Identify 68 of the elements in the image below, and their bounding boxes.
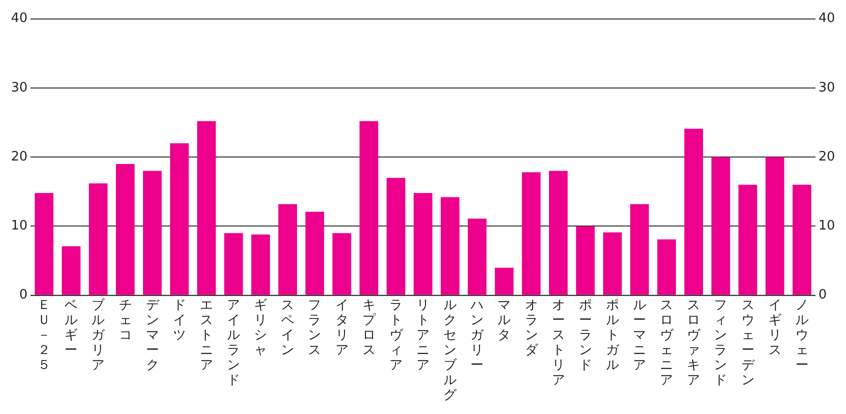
bar (278, 204, 298, 295)
x-tick-label: デンマーク (146, 298, 160, 373)
x-tick-label: ポーランド (578, 298, 592, 373)
y2-tick-label: 30 (818, 80, 836, 96)
x-tick-label: ＥＵ－２５ (38, 298, 51, 373)
bar (34, 193, 54, 295)
bar (305, 212, 324, 295)
x-tick-label: ルクセンブルグ (444, 298, 458, 403)
bar (494, 268, 514, 295)
x-tick-label: スウェーデン (741, 298, 756, 388)
bar (116, 164, 135, 295)
bar (414, 193, 432, 295)
bar (62, 246, 80, 295)
bar (766, 157, 784, 295)
bar (170, 143, 189, 295)
x-tick-label: ベルギー (64, 298, 78, 358)
x-tick-label: チェコ (118, 298, 132, 344)
bar (630, 204, 649, 295)
bar (197, 121, 216, 295)
bar (360, 121, 378, 295)
x-tick-label: オランダ (524, 298, 539, 358)
bar (251, 234, 270, 295)
y2-tick-label: 0 (818, 288, 827, 303)
bar (603, 232, 622, 295)
x-tick-label: ブルガリア (92, 298, 106, 373)
x-tick-label: オーストリア (552, 298, 565, 388)
bar (548, 170, 568, 295)
bar (738, 184, 758, 295)
x-tick-label: ノルウェー (795, 298, 808, 373)
x-tick-label: リトアニア (416, 298, 430, 373)
x-tick-label: ラトヴィア (389, 298, 404, 373)
y2-tick-label: 20 (818, 149, 836, 164)
x-tick-label: フランス (308, 298, 322, 358)
x-tick-label: スロヴァキア (687, 298, 702, 388)
bar (224, 233, 243, 295)
y2-tick-label: 40 (818, 11, 836, 26)
bar (522, 172, 541, 295)
x-tick-label: スロヴェニア (660, 298, 674, 388)
bar (332, 233, 352, 295)
y-tick-label: 0 (19, 288, 28, 303)
x-tick-label: フィンランド (714, 298, 728, 388)
y-tick-label: 30 (10, 80, 28, 96)
x-tick-label: イギリス (768, 298, 782, 358)
bar (711, 157, 730, 295)
x-tick-label: マルタ (498, 298, 511, 344)
bar (386, 178, 406, 295)
bar (576, 226, 595, 295)
x-tick-label: ルーマニア (633, 298, 646, 373)
bar (684, 128, 703, 295)
bar (440, 197, 460, 295)
x-tick-label: イタリア (335, 298, 348, 358)
x-tick-label: スペイン (281, 298, 294, 358)
x-tick-label: キプロス (362, 298, 376, 358)
bar (792, 184, 812, 295)
y-tick-label: 40 (10, 11, 28, 26)
bar (468, 218, 486, 295)
y2-tick-label: 10 (818, 218, 836, 234)
y-tick-label: 10 (10, 218, 28, 234)
bar (657, 239, 676, 295)
x-tick-label: エストニア (200, 298, 213, 373)
x-tick-label: ギリシャ (254, 298, 268, 358)
x-tick-label: ポルトガル (606, 298, 620, 373)
x-tick-label: アイルランド (227, 298, 240, 388)
x-tick-label: ハンガリー (470, 298, 485, 373)
bar (143, 170, 162, 295)
bar (88, 183, 108, 295)
x-tick-label: ドイツ (172, 298, 186, 344)
y-tick-label: 20 (10, 149, 28, 164)
